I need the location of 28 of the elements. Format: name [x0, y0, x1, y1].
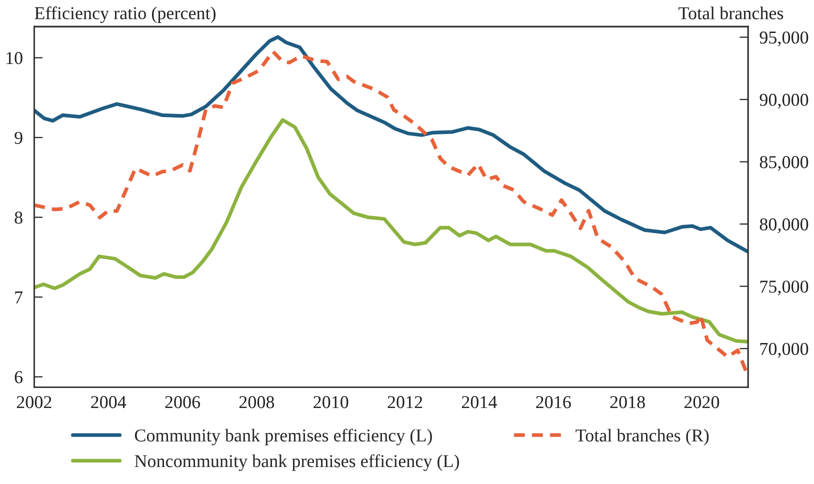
- x-tick-label: 2008: [239, 396, 274, 408]
- x-tick-label: 2014: [462, 396, 497, 408]
- x-tick-label: 2010: [314, 396, 348, 408]
- y2-tick-label: 95,000: [760, 31, 808, 46]
- line-series: [34, 118, 748, 344]
- y2-tick-label: 90,000: [760, 94, 808, 109]
- x-tick-label: 2018: [610, 396, 645, 408]
- legend-label: Noncommunity bank premises efficiency (L): [134, 454, 459, 471]
- y2-axis-title: Total branches: [678, 6, 784, 20]
- y-tick-label: 6: [14, 371, 23, 384]
- line-series: [34, 35, 748, 254]
- y-axis-title: Efficiency ratio (percent): [34, 6, 216, 24]
- y2-tick-label: 80,000: [760, 218, 808, 234]
- y2-tick-label: 70,000: [760, 342, 808, 358]
- y-tick-label: 10: [6, 52, 22, 64]
- x-tick-label: 2002: [16, 396, 52, 408]
- legend-label: Total branches (R): [576, 428, 709, 446]
- x-tick-label: 2006: [165, 396, 200, 408]
- x-tick-label: 2012: [388, 396, 422, 408]
- y2-tick-label: 85,000: [760, 156, 808, 171]
- x-tick-label: 2020: [684, 396, 720, 408]
- x-tick-label: 2016: [536, 396, 571, 408]
- legend-label: Community bank premises efficiency (L): [134, 428, 432, 446]
- y-tick-label: 7: [15, 291, 23, 304]
- y-tick-label: 8: [14, 212, 22, 224]
- x-tick-label: 2004: [91, 396, 126, 408]
- y-tick-label: 9: [14, 132, 22, 144]
- y2-tick-label: 75,000: [760, 280, 808, 296]
